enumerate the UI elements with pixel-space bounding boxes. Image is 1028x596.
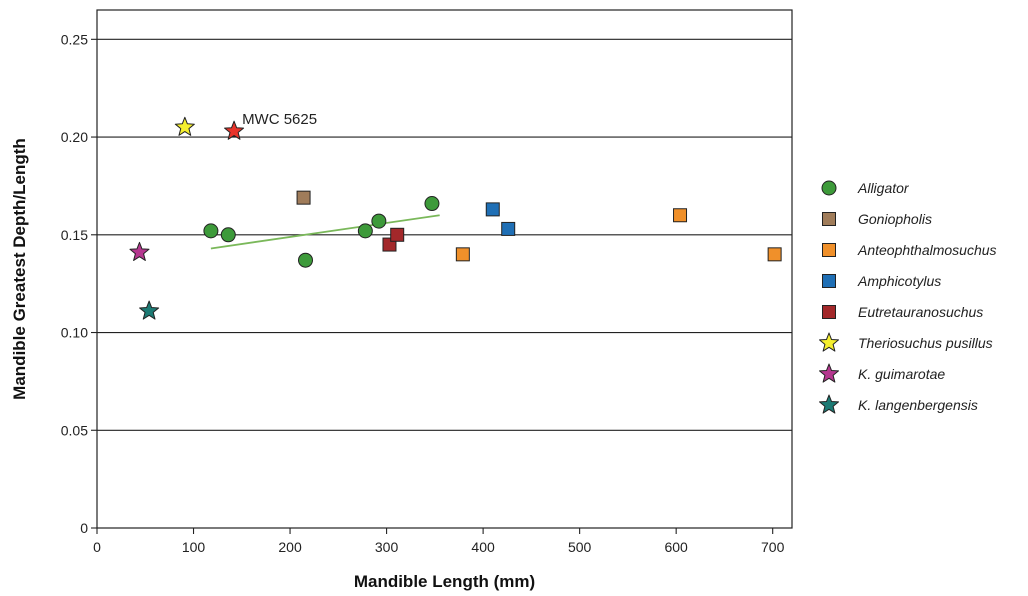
data-points xyxy=(129,116,782,320)
legend-label: Amphicotylus xyxy=(857,273,941,289)
legend: Alligator Goniopholis Anteophthalmosuchus A… xyxy=(818,180,997,414)
data-point xyxy=(224,120,245,140)
x-tick-label: 600 xyxy=(664,539,688,555)
data-point xyxy=(485,202,500,217)
data-point xyxy=(220,227,236,243)
y-axis-ticks: 0 0.05 0.10 0.15 0.20 0.25 xyxy=(61,31,97,536)
y-tick-label: 0.15 xyxy=(61,227,88,243)
annotations: MWC 5625 xyxy=(242,111,317,128)
x-tick-label: 700 xyxy=(761,539,785,555)
x-tick-label: 300 xyxy=(375,539,399,555)
legend-marker xyxy=(822,212,836,226)
data-point xyxy=(139,300,160,320)
data-point xyxy=(501,221,516,236)
x-axis-title: Mandible Length (mm) xyxy=(354,572,535,591)
data-point xyxy=(174,116,195,136)
annotation-label: MWC 5625 xyxy=(242,111,317,128)
legend-item: Amphicotylus xyxy=(822,273,941,289)
x-tick-label: 200 xyxy=(278,539,302,555)
y-tick-label: 0.10 xyxy=(61,325,88,341)
legend-marker xyxy=(818,332,840,352)
legend-item: K. guimarotae xyxy=(818,363,945,383)
data-point xyxy=(455,247,470,262)
legend-marker xyxy=(822,243,836,257)
data-point xyxy=(371,213,387,229)
y-tick-label: 0 xyxy=(80,520,88,536)
data-point xyxy=(424,196,440,212)
legend-item: Theriosuchus pusillus xyxy=(818,332,993,352)
data-point xyxy=(357,223,373,239)
data-point xyxy=(203,223,219,239)
y-tick-label: 0.05 xyxy=(61,422,88,438)
legend-item: Goniopholis xyxy=(822,211,932,227)
legend-marker xyxy=(822,305,836,319)
y-tick-label: 0.25 xyxy=(61,31,88,47)
data-point xyxy=(767,247,782,262)
x-tick-label: 500 xyxy=(568,539,592,555)
legend-item: Alligator xyxy=(821,180,910,196)
data-point xyxy=(390,227,405,242)
legend-label: Theriosuchus pusillus xyxy=(858,335,993,351)
legend-marker xyxy=(818,394,840,414)
plot-frame xyxy=(96,9,793,529)
legend-label: Eutretauranosuchus xyxy=(858,304,983,320)
legend-marker xyxy=(821,180,837,196)
data-point xyxy=(129,241,150,261)
legend-marker xyxy=(818,363,840,383)
legend-label: K. langenbergensis xyxy=(858,397,978,413)
y-axis-title: Mandible Greatest Depth/Length xyxy=(10,138,29,400)
x-tick-label: 100 xyxy=(182,539,206,555)
x-axis-ticks: 0 100 200 300 400 500 600 700 xyxy=(93,528,785,555)
trendline-group xyxy=(210,214,440,250)
legend-label: Goniopholis xyxy=(858,211,932,227)
y-tick-label: 0.20 xyxy=(61,129,88,145)
legend-label: Anteophthalmosuchus xyxy=(857,242,997,258)
x-tick-label: 400 xyxy=(471,539,495,555)
legend-label: K. guimarotae xyxy=(858,366,945,382)
x-tick-label: 0 xyxy=(93,539,101,555)
legend-item: K. langenbergensis xyxy=(818,394,978,414)
data-point xyxy=(296,190,311,205)
trendline xyxy=(210,214,440,250)
data-point xyxy=(298,252,313,268)
data-point xyxy=(673,208,688,223)
legend-item: Eutretauranosuchus xyxy=(822,304,983,320)
legend-item: Anteophthalmosuchus xyxy=(822,242,997,258)
gridlines xyxy=(97,38,792,431)
legend-marker xyxy=(822,274,836,288)
legend-label: Alligator xyxy=(857,180,910,196)
